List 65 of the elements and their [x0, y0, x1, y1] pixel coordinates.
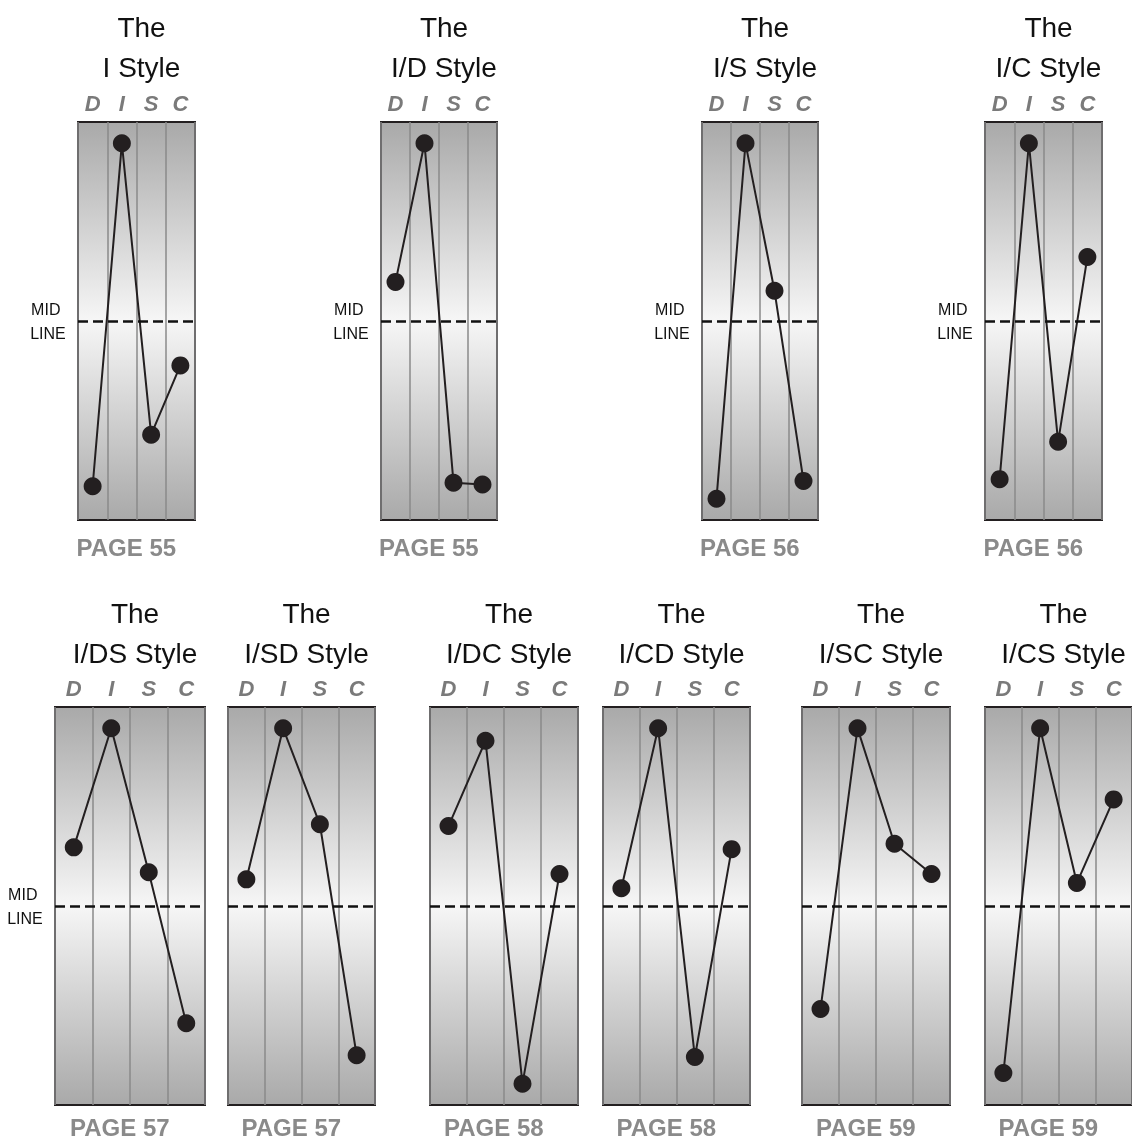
ref-line-label: MID LINE	[654, 300, 690, 342]
x-tick-label: D	[613, 675, 630, 701]
x-tick-label: I	[118, 90, 126, 116]
x-tick-label: D	[84, 90, 101, 116]
chart-title: The I/C Style	[995, 11, 1102, 83]
x-tick-label: I	[742, 90, 750, 116]
x-tick-label: D	[995, 675, 1012, 701]
ref-line-label: MID LINE	[7, 885, 43, 927]
chart-title: The I/DS Style	[72, 597, 198, 669]
x-tick-label: S	[1069, 675, 1085, 701]
text: PAGE 58	[616, 1113, 717, 1141]
x-tick-label: C	[551, 675, 569, 701]
chart-title: The I/D Style	[391, 11, 497, 83]
chart-title: The I Style	[102, 11, 181, 83]
x-tick-label: C	[474, 90, 492, 116]
x-tick-label: D	[440, 675, 457, 701]
x-tick-label: D	[991, 90, 1008, 116]
x-tick-label: I	[280, 675, 288, 701]
x-tick-label: I	[482, 675, 490, 701]
x-tick-label: D	[238, 675, 255, 701]
text: PAGE 55	[76, 533, 177, 561]
chart-title: The I/CS Style	[1001, 597, 1126, 669]
x-tick-label: C	[1105, 675, 1123, 701]
x-tick-label: C	[923, 675, 941, 701]
x-tick-label: S	[887, 675, 903, 701]
text: PAGE 56	[700, 533, 800, 561]
x-tick-label: S	[1050, 90, 1066, 116]
text: PAGE 56	[983, 533, 1084, 561]
x-tick-label: I	[1037, 675, 1045, 701]
x-tick-label: S	[687, 675, 703, 701]
text: PAGE 58	[444, 1113, 544, 1141]
x-tick-label: C	[178, 675, 196, 701]
chart-title: The I/DC Style	[445, 597, 573, 669]
x-tick-label: C	[348, 675, 366, 701]
x-tick-label: I	[108, 675, 116, 701]
x-tick-label: C	[795, 90, 813, 116]
x-tick-label: S	[767, 90, 783, 116]
x-tick-label: S	[515, 675, 531, 701]
text: PAGE 59	[998, 1113, 1099, 1141]
text: PAGE 57	[70, 1113, 170, 1141]
x-tick-label: S	[312, 675, 328, 701]
x-tick-label: I	[854, 675, 862, 701]
chart-title: The I/CD Style	[618, 597, 745, 669]
ref-line-label: MID LINE	[937, 300, 973, 342]
ref-line-label: MID LINE	[30, 300, 66, 342]
text: PAGE 57	[241, 1113, 342, 1141]
chart-title: The I/SD Style	[244, 597, 369, 669]
x-tick-label: C	[723, 675, 741, 701]
x-tick-label: C	[172, 90, 190, 116]
x-tick-label: I	[1025, 90, 1033, 116]
ref-line-label: MID LINE	[333, 300, 369, 342]
x-tick-label: D	[708, 90, 725, 116]
x-tick-label: D	[387, 90, 404, 116]
x-tick-label: D	[812, 675, 829, 701]
x-tick-label: C	[1079, 90, 1097, 116]
x-tick-label: S	[143, 90, 159, 116]
x-tick-label: S	[446, 90, 462, 116]
text: PAGE 59	[816, 1113, 916, 1141]
text: PAGE 55	[379, 533, 479, 561]
x-tick-label: I	[421, 90, 429, 116]
x-tick-label: D	[65, 675, 82, 701]
x-tick-label: I	[655, 675, 663, 701]
chart-title: The I/SC Style	[818, 597, 944, 669]
chart-title: The I/S Style	[712, 11, 818, 83]
x-tick-label: S	[141, 675, 157, 701]
